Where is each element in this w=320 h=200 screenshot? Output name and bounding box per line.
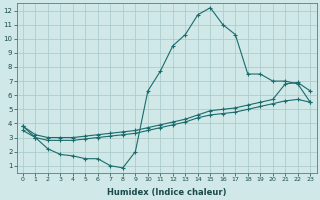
X-axis label: Humidex (Indice chaleur): Humidex (Indice chaleur) <box>107 188 226 197</box>
